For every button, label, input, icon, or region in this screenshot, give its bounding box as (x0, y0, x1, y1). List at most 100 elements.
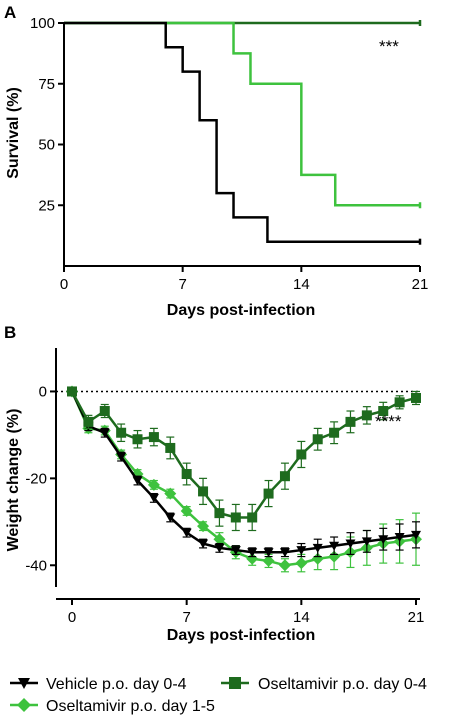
legend-entry-vehicle: Vehicle p.o. day 0-4 (10, 676, 187, 693)
weight-point-diamond (328, 550, 341, 563)
survival-step-line-2 (64, 21, 420, 243)
panel-a-label: A (4, 3, 16, 22)
weight-point-diamond (311, 552, 324, 565)
weight-y-tick-label: -20 (25, 470, 47, 487)
weight-point-triangle (165, 513, 176, 523)
survival-panel: A 25 50 75 100 0 7 14 21 *** Days post-infectio… (4, 3, 428, 319)
weight-point-square (230, 512, 241, 523)
weight-point-triangle (279, 548, 290, 558)
survival-step-line-1 (64, 21, 420, 207)
weight-point-square (67, 386, 77, 397)
weight-point-square (165, 442, 176, 453)
weight-series-1 (67, 386, 421, 532)
weight-point-triangle (148, 493, 159, 503)
weight-point-triangle (132, 476, 143, 486)
weight-point-diamond (180, 504, 193, 517)
weight-x-tick-label: 21 (408, 609, 425, 626)
weight-point-square (148, 432, 159, 443)
survival-y-tick-label: 75 (38, 76, 55, 93)
weight-point-triangle (329, 541, 340, 551)
square-icon (229, 677, 241, 689)
weight-point-square (214, 508, 225, 519)
weight-point-triangle (394, 533, 405, 543)
weight-point-square (394, 397, 405, 408)
weight-point-triangle (312, 543, 323, 553)
weight-point-square (345, 416, 356, 427)
weight-point-triangle (411, 530, 421, 540)
survival-y-axis-label: Survival (%) (5, 87, 22, 179)
weight-panel: B 0 -20 -40 0 7 14 21 **** Days post-infection… (4, 323, 424, 644)
triangle-down-icon (18, 678, 30, 689)
weight-point-diamond (197, 520, 210, 533)
survival-x-tick-label: 0 (60, 276, 68, 293)
weight-series-line-1 (70, 390, 417, 519)
survival-y-tick-label: 50 (38, 137, 55, 154)
survival-axes: 25 50 75 100 0 7 14 21 (30, 15, 428, 293)
weight-point-diamond (164, 487, 177, 500)
survival-series-group (64, 20, 422, 245)
weight-significance: **** (375, 412, 402, 431)
weight-point-triangle (247, 548, 258, 558)
weight-point-triangle (181, 528, 192, 538)
weight-point-square (361, 410, 372, 421)
survival-y-tick-label: 100 (30, 15, 55, 32)
weight-point-diamond (147, 478, 160, 491)
legend-label-oseltamivir-0-4: Oseltamivir p.o. day 0-4 (258, 676, 427, 693)
survival-y-tick-label: 25 (38, 197, 55, 214)
weight-series-line-0 (70, 390, 417, 554)
weight-point-triangle (378, 535, 389, 545)
panel-b-label: B (4, 323, 16, 342)
weight-point-triangle (296, 546, 307, 556)
legend-label-vehicle: Vehicle p.o. day 0-4 (46, 676, 187, 693)
weight-point-square (378, 406, 389, 417)
survival-significance: *** (379, 37, 399, 56)
weight-point-diamond (262, 554, 275, 567)
weight-point-triangle (361, 537, 372, 547)
weight-point-diamond (278, 559, 291, 572)
weight-point-square (247, 512, 258, 523)
legend-entry-oseltamivir-0-4: Oseltamivir p.o. day 0-4 (221, 676, 427, 693)
weight-point-square (296, 449, 307, 460)
weight-point-square (263, 488, 274, 499)
weight-point-triangle (263, 548, 274, 558)
weight-point-triangle (345, 539, 356, 549)
weight-point-triangle (214, 543, 225, 553)
weight-point-triangle (99, 428, 110, 438)
weight-series-group (66, 385, 422, 573)
legend-entry-oseltamivir-1-5: Oseltamivir p.o. day 1-5 (10, 698, 215, 715)
weight-point-square (181, 469, 192, 480)
weight-point-square (312, 434, 323, 445)
weight-x-tick-label: 0 (68, 609, 76, 626)
survival-x-tick-label: 21 (412, 276, 429, 293)
weight-y-tick-label: 0 (39, 383, 47, 400)
weight-point-square (132, 434, 143, 445)
weight-y-axis-label: Weight change (%) (5, 409, 22, 552)
weight-point-diamond (246, 552, 259, 565)
diamond-icon (17, 698, 31, 712)
weight-x-tick-label: 7 (182, 609, 190, 626)
weight-point-square (198, 486, 209, 497)
weight-point-square (116, 427, 127, 438)
weight-point-triangle (198, 539, 209, 549)
weight-x-axis-label: Days post-infection (167, 627, 315, 644)
weight-point-diamond (295, 557, 308, 570)
weight-point-square (83, 416, 94, 427)
survival-x-tick-label: 7 (178, 276, 186, 293)
weight-series-0 (67, 387, 421, 558)
legend-label-oseltamivir-1-5: Oseltamivir p.o. day 1-5 (46, 698, 215, 715)
legend: Vehicle p.o. day 0-4 Oseltamivir p.o. da… (10, 676, 427, 715)
weight-point-square (329, 427, 340, 438)
survival-x-tick-label: 14 (293, 276, 310, 293)
weight-point-square (99, 406, 110, 417)
weight-axes: 0 -20 -40 0 7 14 21 (25, 348, 424, 626)
weight-point-diamond (213, 533, 226, 546)
weight-point-triangle (116, 452, 127, 462)
weight-series-line-2 (70, 390, 417, 567)
survival-x-axis-label: Days post-infection (167, 302, 315, 319)
weight-point-triangle (230, 546, 241, 556)
weight-point-square (411, 392, 421, 403)
weight-y-tick-label: -40 (25, 557, 47, 574)
weight-x-tick-label: 14 (293, 609, 310, 626)
weight-point-square (279, 471, 290, 482)
